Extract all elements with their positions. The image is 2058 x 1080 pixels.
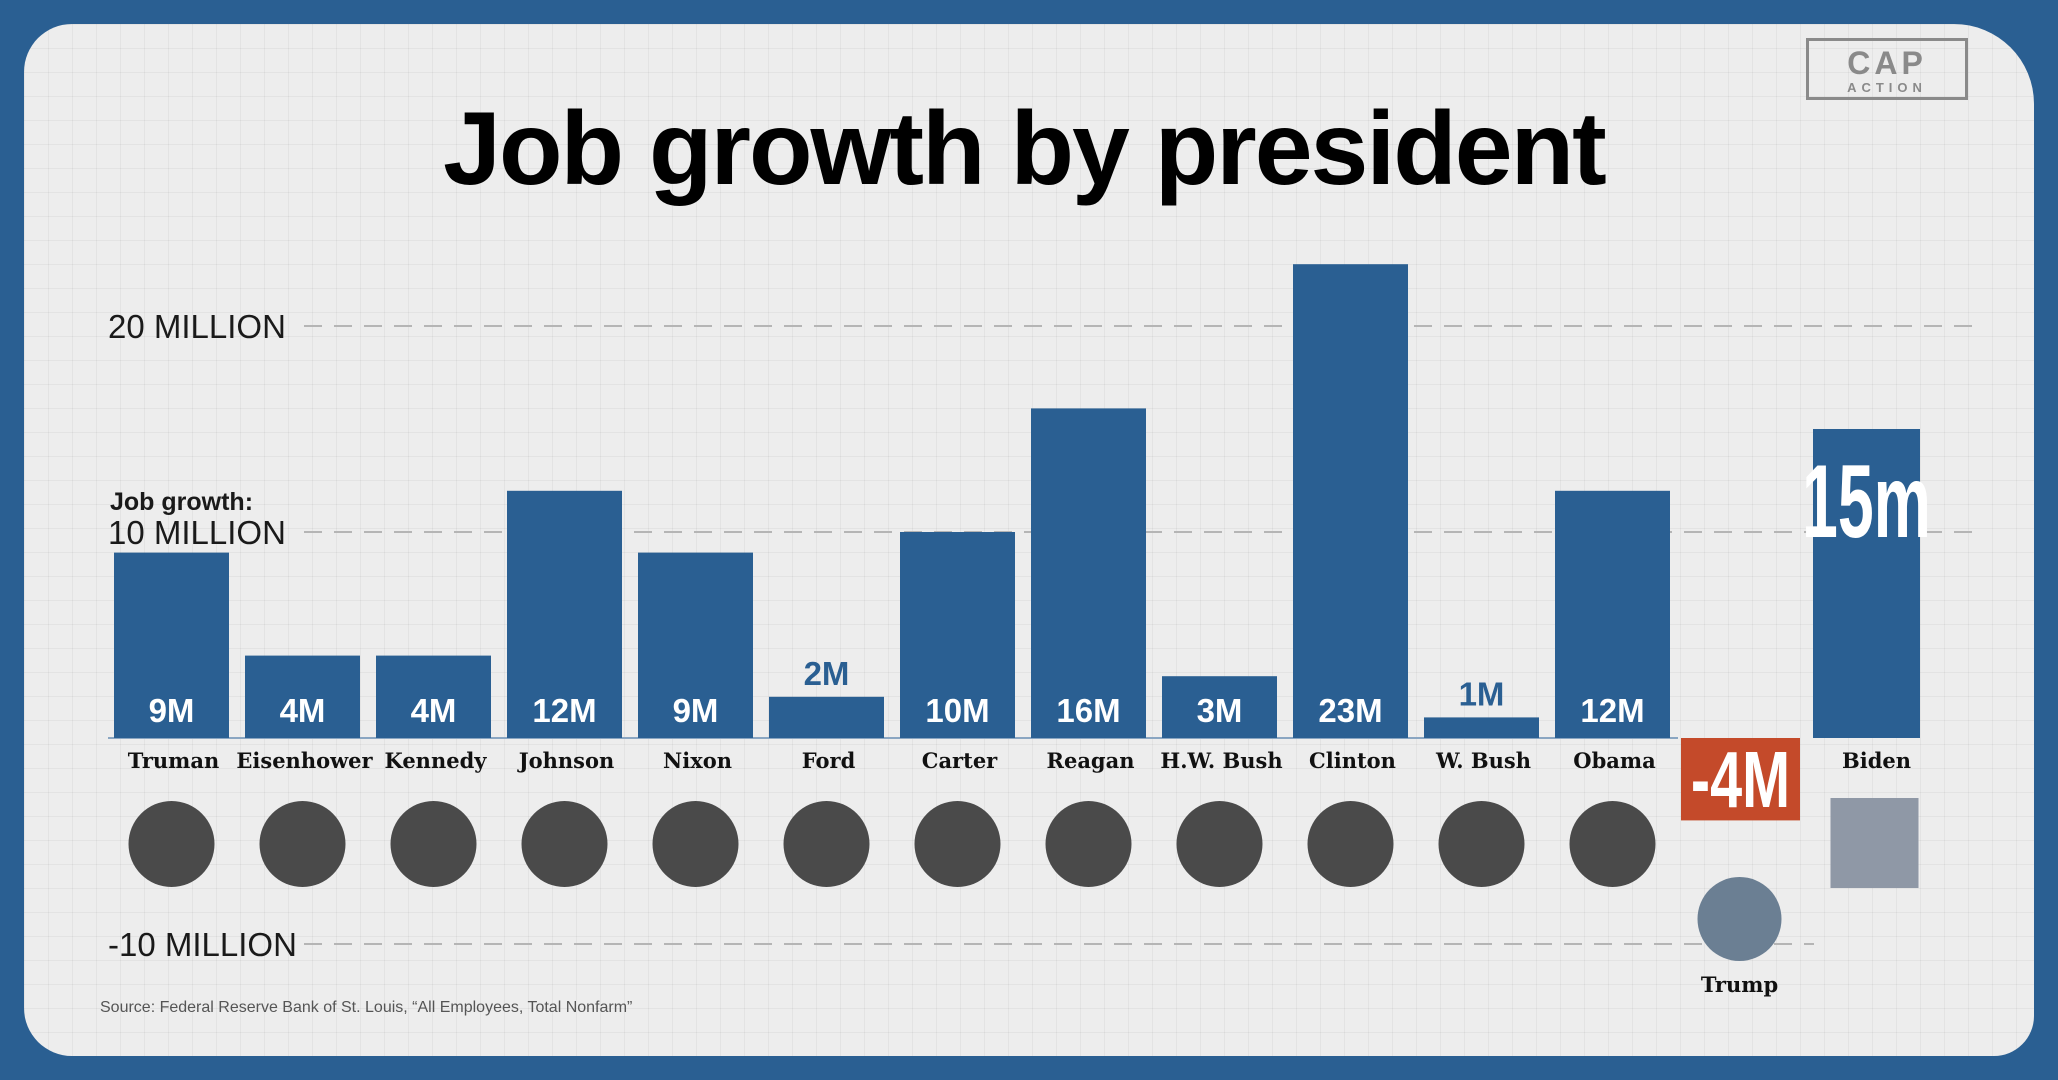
president-name: Kennedy <box>385 748 488 773</box>
bar <box>114 552 229 738</box>
president-name: Carter <box>922 748 998 773</box>
bar-value-label: 3M <box>1197 692 1243 729</box>
bar-value-label: 23M <box>1318 692 1382 729</box>
bar <box>1162 676 1277 738</box>
president-name: Ford <box>802 748 856 773</box>
y-axis-prefix: Job growth: <box>110 488 253 516</box>
bar-value-label: 1M <box>1459 675 1505 712</box>
bar-value-label: 16M <box>1056 692 1120 729</box>
president-portrait <box>783 801 870 887</box>
cap-action-logo: CAP ACTION <box>1806 38 1968 100</box>
president-portrait <box>652 801 739 887</box>
bar <box>1031 408 1146 738</box>
president-portrait <box>259 801 346 887</box>
president-name: Eisenhower <box>236 748 373 773</box>
bar-value-label: 9M <box>673 692 719 729</box>
bar-value-label: 2M <box>804 655 850 692</box>
y-tick-label: 10 MILLION <box>108 514 286 551</box>
president-portrait <box>128 801 215 887</box>
president-name: Nixon <box>663 748 732 773</box>
logo-text: CAP <box>1847 45 1927 81</box>
bar <box>507 490 622 738</box>
president-name: H.W. Bush <box>1160 748 1282 773</box>
president-portrait <box>1697 877 1782 961</box>
bar-value-label: 12M <box>532 692 596 729</box>
bar-value-label: 12M <box>1580 692 1644 729</box>
president-portrait <box>1045 801 1132 887</box>
president-portrait <box>1176 801 1263 887</box>
president-name: Biden <box>1842 748 1911 773</box>
chart-title: Job growth by president <box>443 91 1607 207</box>
president-name: Trump <box>1701 972 1778 997</box>
bar <box>769 696 884 738</box>
bar <box>1555 490 1670 738</box>
bar-value-label: 4M <box>280 692 326 729</box>
y-tick-label: -10 MILLION <box>108 926 297 963</box>
bar-value-label: 4M <box>411 692 457 729</box>
president-name: W. Bush <box>1435 748 1531 773</box>
bar-value-label: 9M <box>149 692 195 729</box>
bar <box>900 532 1015 738</box>
y-tick-label: 20 MILLION <box>108 308 286 345</box>
president-name: Clinton <box>1309 748 1396 773</box>
president-portrait <box>1307 801 1394 887</box>
chart-card: Job growth by president CAP ACTION 20 MI… <box>24 24 2034 1056</box>
bar <box>638 552 753 738</box>
president-portrait <box>390 801 477 887</box>
president-portrait <box>1438 801 1525 887</box>
bar-value-label: 15m <box>1802 444 1931 559</box>
bar-negative <box>1681 738 1800 821</box>
source-note: Source: Federal Reserve Bank of St. Loui… <box>100 999 633 1016</box>
bar <box>376 655 491 738</box>
bar <box>1424 717 1539 738</box>
president-portrait <box>1830 798 1919 888</box>
bar-value-label: 10M <box>925 692 989 729</box>
president-portrait <box>1569 801 1656 887</box>
president-name: Reagan <box>1047 748 1135 773</box>
president-portrait <box>521 801 608 887</box>
bar <box>245 655 360 738</box>
president-portrait <box>914 801 1001 887</box>
bar-value-label: -4M <box>1691 735 1790 825</box>
bar <box>1293 264 1408 738</box>
president-name: Johnson <box>517 748 615 773</box>
president-name: Truman <box>128 748 220 773</box>
logo-subtext: ACTION <box>1847 80 1927 95</box>
president-name: Obama <box>1573 748 1656 773</box>
bar <box>1813 429 1920 738</box>
